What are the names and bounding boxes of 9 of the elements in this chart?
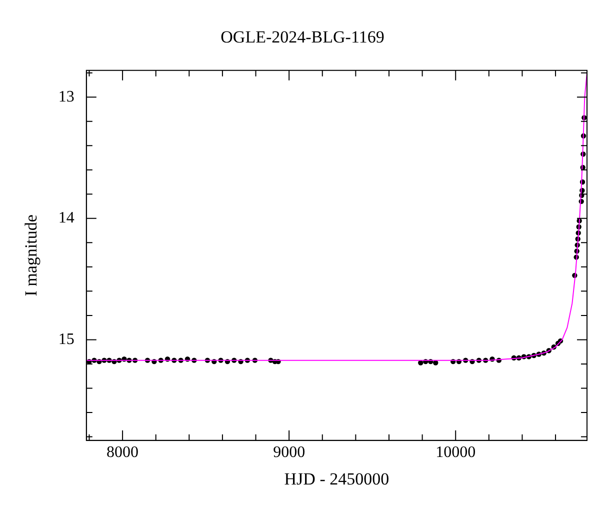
y-tick-label: 15 <box>58 330 74 348</box>
x-tick-label: 9000 <box>273 444 306 462</box>
y-tick-label: 14 <box>58 210 74 227</box>
x-axis-title: HJD - 2450000 <box>284 469 390 488</box>
y-tick-label: 13 <box>58 88 74 106</box>
y-axis-title: I magnitude <box>22 214 41 296</box>
x-tick-label: 10000 <box>436 444 476 462</box>
x-tick-label: 8000 <box>106 444 139 462</box>
chart-title: OGLE-2024-BLG-1169 <box>220 28 384 47</box>
